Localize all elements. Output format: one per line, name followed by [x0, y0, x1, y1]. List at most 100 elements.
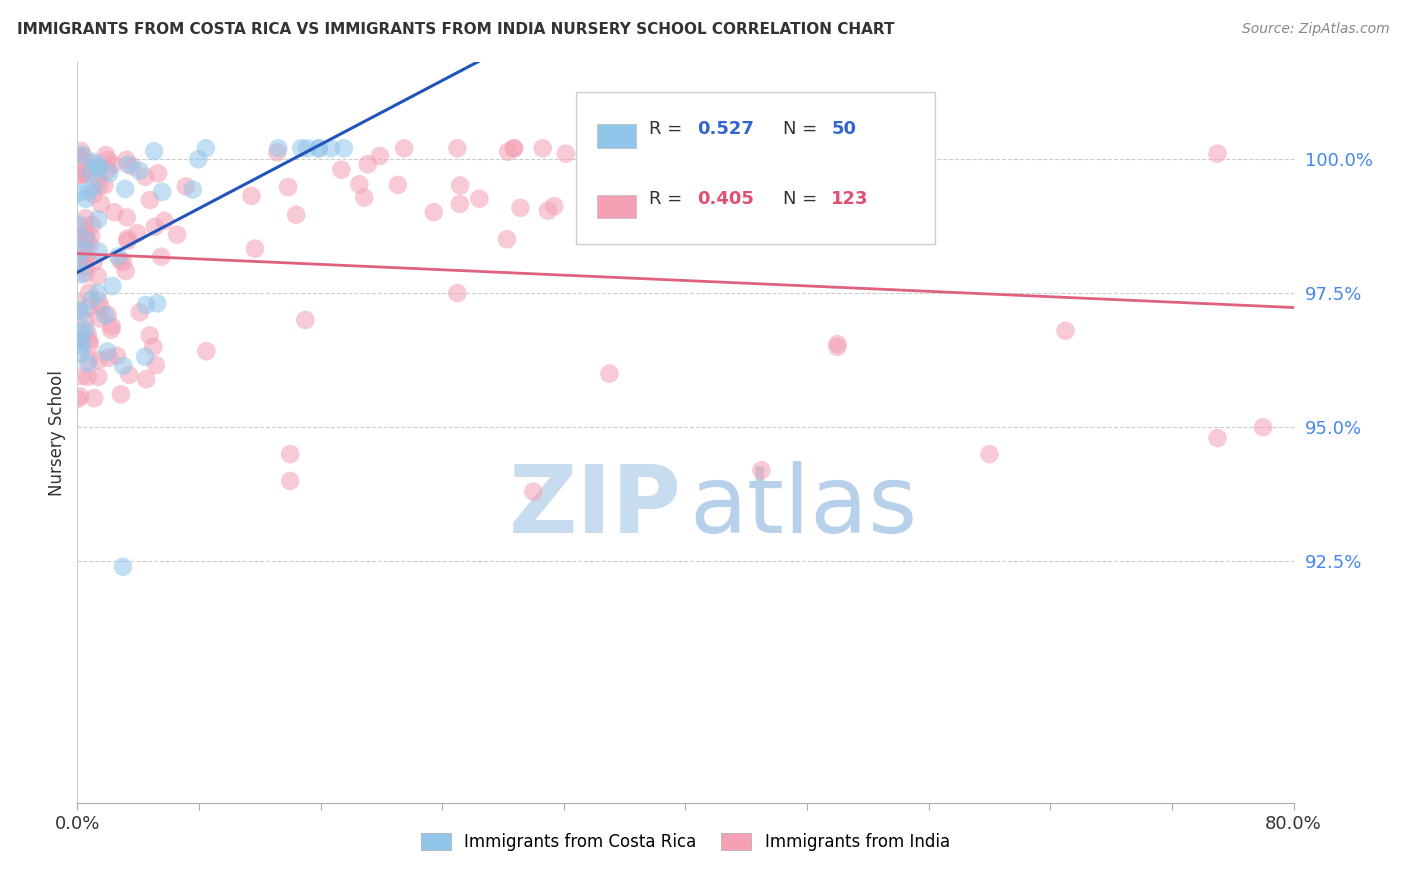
Point — [153, 214, 176, 228]
Point — [827, 337, 849, 351]
Point — [174, 179, 197, 194]
Point — [134, 169, 156, 184]
Point — [101, 157, 124, 171]
Point — [75, 313, 97, 327]
Point — [70, 144, 93, 158]
Text: 0.527: 0.527 — [697, 120, 755, 138]
Point — [319, 141, 342, 155]
Point — [357, 157, 380, 171]
Point — [67, 169, 90, 183]
Point — [194, 141, 217, 155]
Point — [496, 232, 519, 246]
Text: R =: R = — [650, 120, 682, 138]
Point — [110, 387, 132, 401]
Point — [503, 141, 526, 155]
Point — [468, 192, 491, 206]
Point — [139, 193, 162, 207]
Point — [89, 311, 111, 326]
Point — [1206, 146, 1229, 161]
Point — [75, 250, 97, 264]
Point — [243, 242, 266, 256]
Point — [87, 352, 110, 367]
Point — [70, 268, 93, 282]
Point — [79, 238, 101, 252]
Point — [77, 334, 100, 348]
Point — [146, 166, 169, 180]
Point — [75, 230, 97, 244]
Text: R =: R = — [650, 190, 682, 209]
Point — [76, 326, 98, 341]
Point — [368, 149, 391, 163]
Point — [143, 219, 166, 234]
Point — [496, 145, 519, 159]
Point — [308, 141, 330, 155]
Point — [83, 179, 105, 194]
Point — [266, 145, 288, 160]
Point — [70, 248, 93, 262]
Text: atlas: atlas — [689, 460, 917, 553]
Point — [103, 205, 125, 219]
Point — [135, 298, 157, 312]
Point — [73, 219, 96, 233]
Point — [145, 358, 167, 372]
Point — [75, 240, 97, 254]
Point — [80, 156, 103, 170]
FancyBboxPatch shape — [576, 92, 935, 244]
Text: 50: 50 — [831, 120, 856, 138]
Point — [112, 255, 135, 269]
Point — [67, 303, 90, 318]
Point — [82, 187, 104, 202]
Point — [72, 244, 94, 258]
Point — [349, 178, 371, 192]
Point — [146, 296, 169, 310]
Point — [98, 166, 121, 180]
Point — [277, 180, 299, 194]
Point — [100, 323, 122, 337]
Point — [423, 205, 446, 219]
Point — [449, 178, 471, 193]
Point — [97, 153, 120, 167]
Point — [531, 141, 554, 155]
Point — [87, 212, 110, 227]
Point — [387, 178, 409, 192]
Point — [543, 199, 565, 213]
FancyBboxPatch shape — [596, 194, 636, 218]
Point — [121, 159, 143, 173]
Point — [107, 249, 129, 263]
Point — [94, 308, 117, 322]
Point — [150, 185, 173, 199]
Point — [87, 286, 110, 301]
Point — [117, 234, 139, 248]
Point — [97, 308, 120, 322]
Point — [72, 167, 94, 181]
Point — [111, 559, 134, 574]
Point — [94, 148, 117, 162]
Point — [70, 368, 93, 383]
Point — [76, 370, 98, 384]
Text: 123: 123 — [831, 190, 869, 209]
Point — [333, 141, 356, 155]
Point — [446, 141, 468, 155]
Point — [90, 196, 112, 211]
Point — [79, 165, 101, 179]
Point — [87, 294, 110, 309]
Point — [83, 391, 105, 405]
Point — [166, 227, 188, 242]
Point — [80, 229, 103, 244]
Point — [87, 369, 110, 384]
Point — [70, 229, 93, 244]
Point — [67, 332, 90, 346]
Point — [240, 189, 263, 203]
Point — [87, 269, 110, 284]
Point — [75, 211, 97, 226]
Point — [96, 344, 118, 359]
Point — [87, 161, 110, 176]
Text: N =: N = — [783, 120, 817, 138]
Point — [1251, 420, 1274, 434]
Point — [285, 208, 308, 222]
Point — [278, 474, 301, 488]
Point — [83, 255, 105, 269]
Point — [449, 197, 471, 211]
Point — [93, 178, 115, 193]
Point — [101, 279, 124, 293]
